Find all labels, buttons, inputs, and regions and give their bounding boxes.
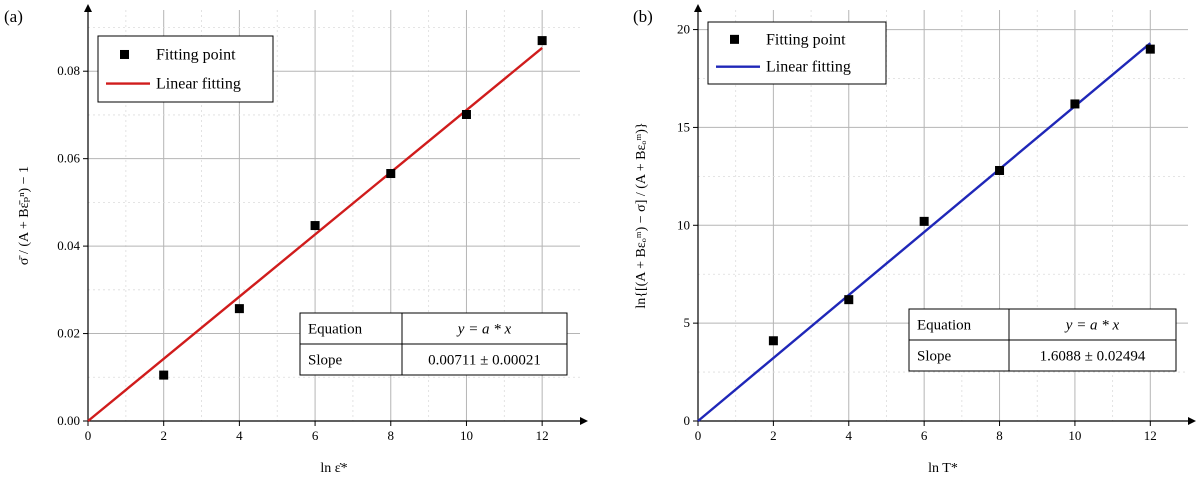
- x-tick-label: 8: [996, 428, 1003, 443]
- x-tick-label: 10: [460, 428, 473, 443]
- x-axis-label: ln ε̇*: [320, 461, 347, 476]
- x-tick-label: 6: [312, 428, 319, 443]
- slope-value: 0.00711 ± 0.00021: [428, 353, 541, 369]
- legend-box: [707, 21, 887, 85]
- x-tick-label: 4: [846, 428, 853, 443]
- data-point: [919, 216, 929, 226]
- panel-label: (b): [633, 7, 653, 26]
- y-tick-label: 0.00: [57, 413, 80, 428]
- legend-label-fitting-point: Fitting point: [156, 46, 236, 63]
- x-tick-label: 2: [160, 428, 167, 443]
- chart-panel-a: 0 2 4 6 8 10 12 0.00 0.02 0.04 0.06 0.08 ln ε̇* σ̄ / …: [4, 4, 588, 476]
- x-tick-label: 6: [921, 428, 928, 443]
- x-axis-label: ln T*: [928, 461, 958, 476]
- legend-label-linear-fitting: Linear fitting: [156, 76, 241, 93]
- slope-value: 1.6088 ± 0.02494: [1040, 349, 1146, 365]
- equation-value: y = a * x: [456, 322, 512, 338]
- fit-table: Equation y = a * x Slope 0.00711 ± 0.00021: [299, 312, 568, 376]
- y-tick-label: 0: [684, 413, 691, 428]
- data-point: [1145, 44, 1155, 54]
- x-tick-label: 4: [236, 428, 243, 443]
- slope-label: Slope: [308, 353, 343, 369]
- legend-label-linear-fitting: Linear fitting: [766, 59, 851, 76]
- y-tick-label: 5: [684, 315, 691, 330]
- legend: Fitting point Linear fitting: [97, 35, 274, 103]
- data-point: [995, 165, 1005, 175]
- y-tick-label: 0.04: [57, 238, 80, 253]
- data-point: [768, 336, 778, 346]
- data-point: [461, 109, 471, 119]
- data-point: [844, 295, 854, 305]
- fit-table: Equation y = a * x Slope 1.6088 ± 0.02494: [908, 308, 1177, 372]
- x-axis-arrow: [580, 417, 588, 425]
- equation-label: Equation: [917, 318, 972, 334]
- y-tick-label: 20: [677, 22, 690, 37]
- legend-marker-square: [730, 34, 739, 44]
- equation-value: y = a * x: [1064, 318, 1120, 334]
- x-tick-label: 8: [388, 428, 395, 443]
- x-axis-arrow: [1188, 417, 1196, 425]
- x-tick-label: 10: [1068, 428, 1081, 443]
- legend-label-fitting-point: Fitting point: [766, 31, 846, 48]
- panel-label: (a): [4, 7, 23, 26]
- slope-label: Slope: [917, 349, 952, 365]
- legend: Fitting point Linear fitting: [707, 21, 887, 85]
- y-tick-label: 0.08: [57, 63, 80, 78]
- y-axis-arrow: [84, 4, 92, 12]
- data-point: [310, 221, 320, 231]
- y-tick-label: 0.02: [57, 326, 80, 341]
- x-tick-label: 12: [536, 428, 549, 443]
- data-point: [234, 304, 244, 314]
- y-tick-label: 15: [677, 119, 690, 134]
- equation-label: Equation: [308, 322, 363, 338]
- x-tick-label: 0: [85, 428, 92, 443]
- y-tick-label: 0.06: [57, 151, 80, 166]
- y-axis-arrow: [694, 4, 702, 12]
- legend-marker-square: [120, 49, 129, 59]
- x-tick-label: 2: [770, 428, 777, 443]
- chart-panel-b: 0 2 4 6 8 10 12 0 5 10 15 20 ln T* ln{[(A + Bεₒᵐ) − σ…: [633, 4, 1196, 476]
- data-point: [386, 169, 396, 179]
- y-axis-label: σ̄ / (A + Bε̄ₚⁿ) − 1: [17, 166, 32, 265]
- data-point: [1070, 99, 1080, 109]
- x-tick-label: 0: [695, 428, 702, 443]
- x-tick-label: 12: [1144, 428, 1157, 443]
- y-tick-label: 10: [677, 217, 690, 232]
- data-point: [537, 36, 547, 46]
- data-point: [159, 370, 169, 380]
- y-axis-label: ln{[(A + Bεₒᵐ) − σ] / (A + Bεₒᵐ)}: [634, 122, 649, 308]
- legend-box: [97, 35, 274, 103]
